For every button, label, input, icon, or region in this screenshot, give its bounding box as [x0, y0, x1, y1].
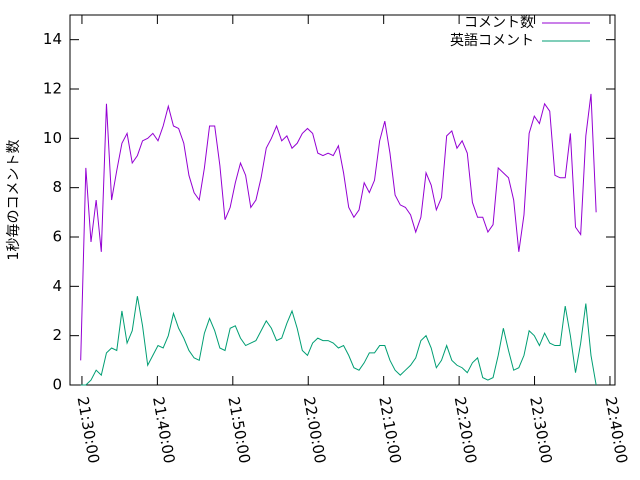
y-tick-label: 4 [52, 277, 62, 295]
y-axis-label: 1秒毎のコメント数 [6, 140, 22, 261]
x-tick-label: 22:00:00 [300, 395, 329, 464]
series-line [80, 296, 597, 386]
x-tick-label: 22:30:00 [526, 395, 555, 464]
x-tick-label: 22:10:00 [375, 395, 404, 464]
plot-border [69, 14, 616, 386]
x-tick-label: 22:20:00 [451, 395, 480, 464]
y-tick-label: 14 [43, 30, 62, 48]
legend-label: 英語コメント [450, 32, 534, 49]
y-tick-label: 2 [52, 326, 62, 344]
x-tick-label: 21:40:00 [149, 395, 178, 464]
y-tick-label: 10 [43, 129, 62, 147]
series-line [80, 93, 597, 361]
y-tick-label: 8 [52, 178, 62, 196]
y-tick-label: 6 [52, 228, 62, 246]
y-tick-label: 0 [52, 376, 62, 394]
x-tick-label: 21:30:00 [74, 395, 103, 464]
x-tick-label: 22:40:00 [602, 395, 631, 464]
x-tick-label: 21:50:00 [224, 395, 253, 464]
y-tick-label: 12 [43, 80, 62, 98]
legend-label: コメント数 [464, 15, 534, 31]
